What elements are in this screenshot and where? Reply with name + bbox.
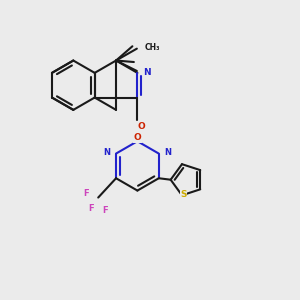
Text: F: F <box>84 189 89 198</box>
Text: N: N <box>103 148 110 157</box>
Text: O: O <box>134 133 141 142</box>
Text: S: S <box>180 190 187 199</box>
Text: N: N <box>165 148 172 157</box>
Text: F: F <box>102 206 108 215</box>
Text: F: F <box>88 204 94 213</box>
Text: N: N <box>143 68 151 77</box>
Text: O: O <box>138 122 146 131</box>
Text: CH₃: CH₃ <box>144 43 160 52</box>
